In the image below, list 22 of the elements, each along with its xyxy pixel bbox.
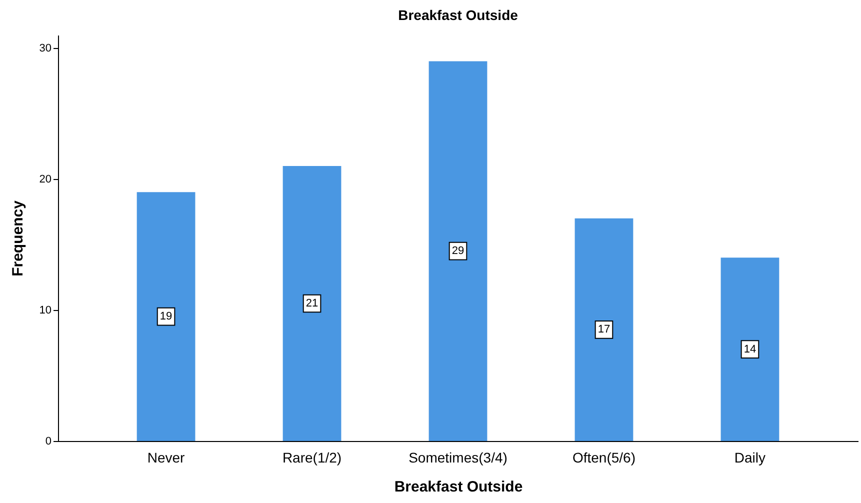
y-axis-title: Frequency	[9, 200, 26, 276]
x-tick-label: Sometimes(3/4)	[408, 450, 508, 466]
y-tick-label: 30	[39, 42, 52, 55]
x-tick-label: Often(5/6)	[572, 450, 636, 466]
bar	[282, 166, 342, 441]
data-label: 19	[160, 310, 172, 323]
bar	[720, 258, 780, 441]
bar	[136, 192, 196, 441]
bar	[574, 218, 634, 441]
y-tick-label: 10	[39, 304, 52, 317]
data-label: 21	[306, 297, 318, 310]
data-label: 29	[452, 245, 464, 258]
data-label: 14	[744, 343, 756, 356]
chart-title: Breakfast Outside	[398, 7, 518, 23]
x-tick-label: Rare(1/2)	[282, 450, 342, 466]
x-tick-label: Daily	[734, 450, 766, 466]
bar	[428, 61, 488, 441]
data-label: 17	[598, 324, 610, 336]
y-tick-label: 20	[39, 174, 52, 186]
x-tick-label: Never	[147, 450, 186, 466]
y-tick-label: 0	[45, 436, 52, 448]
x-axis-title: Breakfast Outside	[394, 478, 523, 496]
